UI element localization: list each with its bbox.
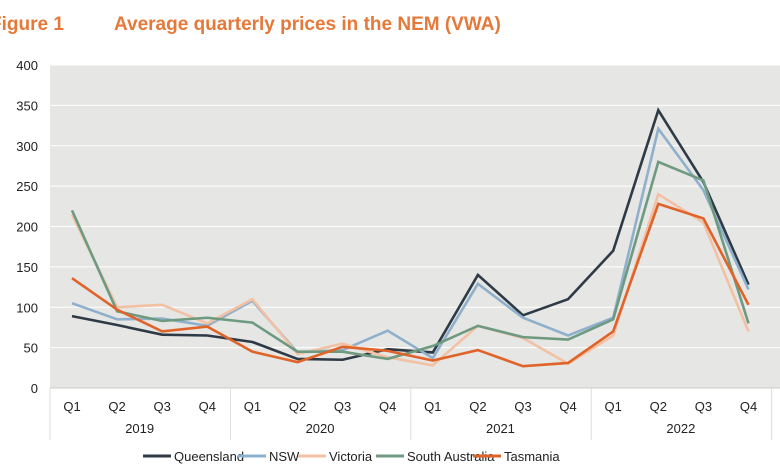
legend-label: Victoria [329,449,373,464]
x-tick-label: Q3 [334,399,351,414]
series-line-queensland [71,107,750,362]
figure-label: Figure 1 [0,14,64,35]
x-tick-label: Q2 [108,399,125,414]
y-tick-label: 100 [16,300,38,315]
y-tick-label: 350 [16,98,38,113]
x-tick-label: Q3 [514,399,531,414]
year-label: 2019 [125,421,154,436]
x-tick-label: Q4 [199,399,216,414]
legend-label: Tasmania [504,449,560,464]
y-tick-label: 400 [16,58,38,73]
x-tick-label: Q4 [559,399,576,414]
year-label: 2021 [486,421,515,436]
year-label: 2022 [666,421,695,436]
series-line-tasmania [71,202,750,368]
chart-title: Average quarterly prices in the NEM (VWA… [114,14,501,35]
y-tick-label: 0 [31,381,38,396]
x-tick-label: Q1 [424,399,441,414]
y-tick-label: 150 [16,260,38,275]
x-tick-label: Q1 [63,399,80,414]
series-line-nsw [71,125,750,360]
x-tick-label: Q1 [244,399,261,414]
x-tick-label: Q4 [740,399,757,414]
x-tick-label: Q2 [650,399,667,414]
x-tick-label: Q3 [695,399,712,414]
x-tick-label: Q4 [379,399,396,414]
y-tick-label: 200 [16,220,38,235]
legend-label: Queensland [174,449,244,464]
x-tick-label: Q1 [605,399,622,414]
year-label: 2020 [306,421,335,436]
x-tick-label: Q2 [289,399,306,414]
y-tick-label: 300 [16,139,38,154]
x-tick-label: Q3 [154,399,171,414]
series-line-south-australia [70,160,750,361]
legend-label: South Australia [407,449,495,464]
y-tick-label: 50 [24,341,38,356]
x-tick-label: Q2 [469,399,486,414]
y-tick-label: 250 [16,179,38,194]
legend-label: NSW [269,449,300,464]
